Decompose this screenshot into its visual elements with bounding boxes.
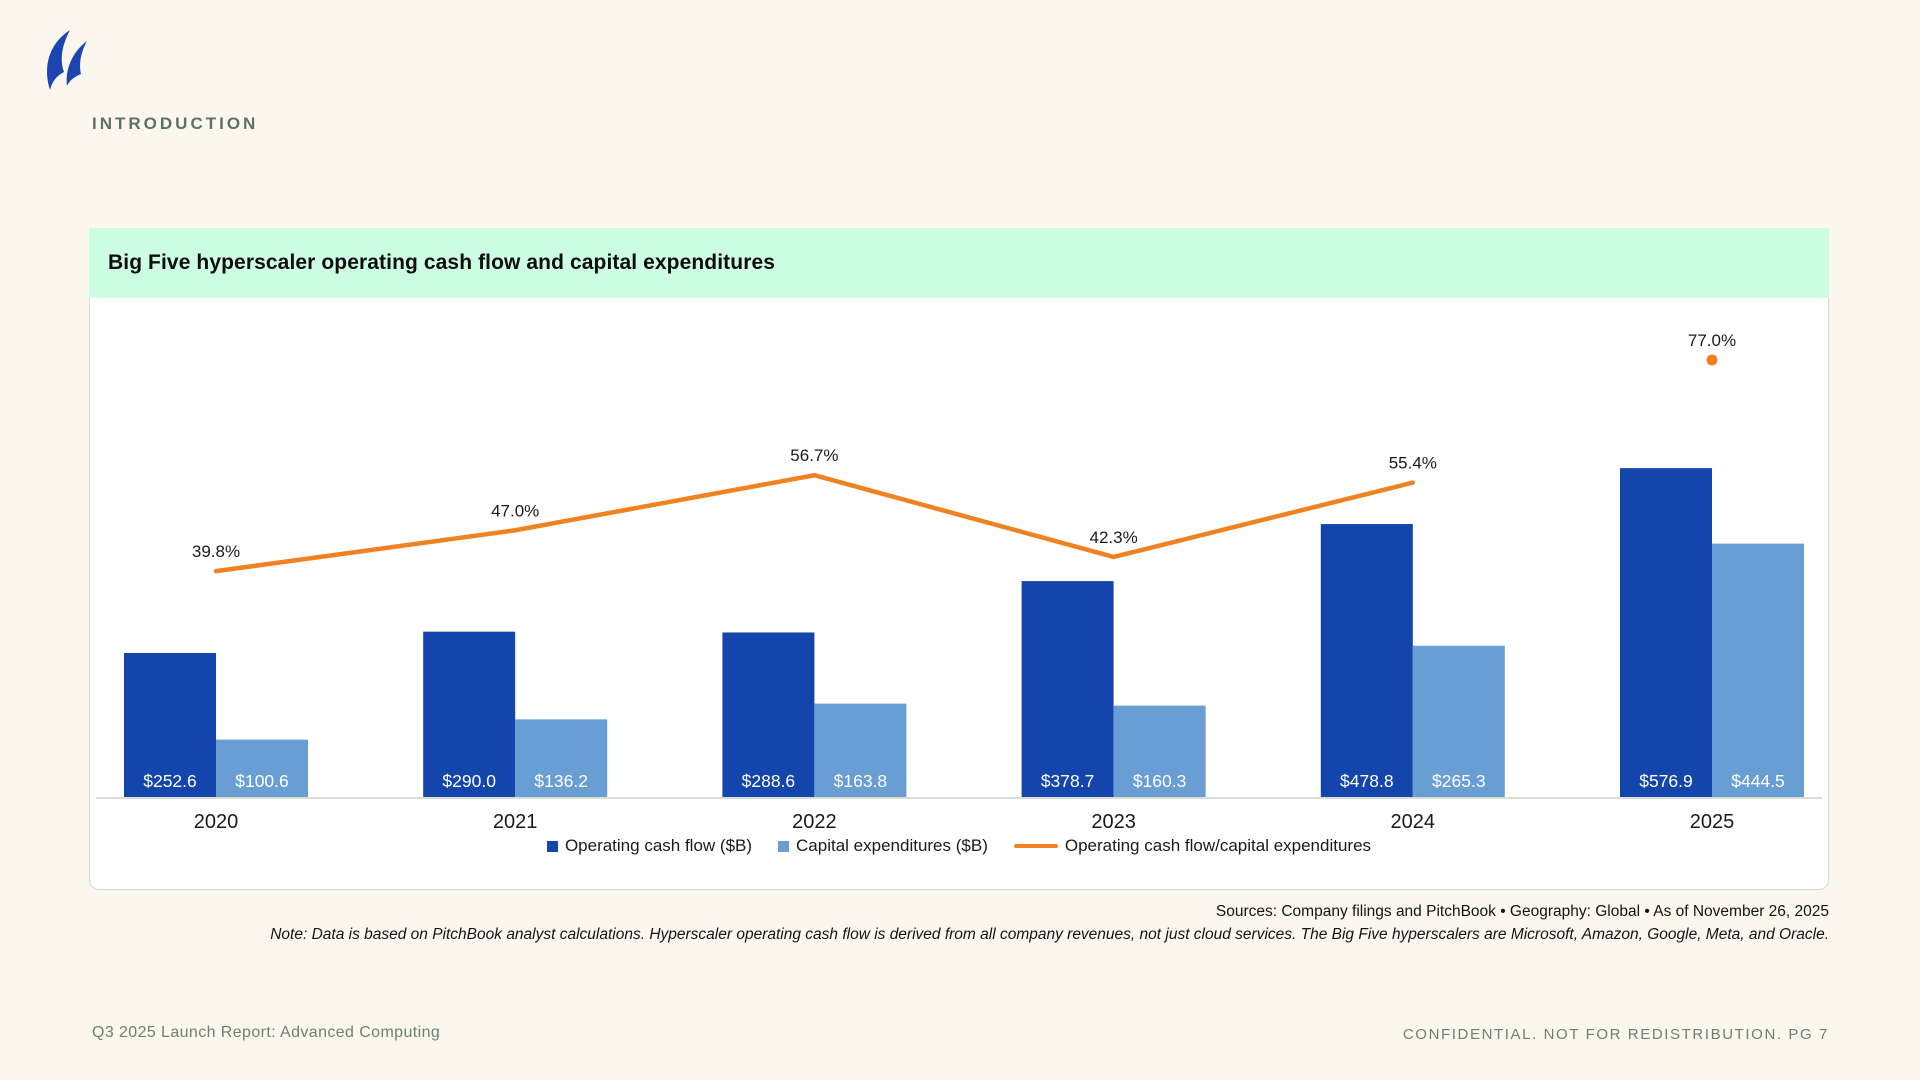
bar-operating-cash-flow (1620, 468, 1712, 797)
chart-card: Big Five hyperscaler operating cash flow… (89, 228, 1829, 890)
chart-text: 2023 (1091, 811, 1136, 833)
chart-text: $288.6 (742, 771, 796, 791)
bar-line-chart: $252.6 $100.6 2020 $290.0 $136.2 2021 $288.6 $1… (96, 331, 1822, 833)
chart-text: 56.7% (790, 446, 838, 465)
bar-operating-cash-flow (1021, 581, 1114, 797)
chart-text: 2025 (1690, 811, 1735, 833)
chart-title: Big Five hyperscaler operating cash flow… (108, 251, 776, 274)
chart-legend: Operating cash flow ($B) Capital expendi… (90, 836, 1828, 856)
chart-text: 55.4% (1389, 454, 1437, 473)
bar-operating-cash-flow (1320, 524, 1413, 797)
chart-text: $444.5 (1731, 771, 1785, 791)
legend-label: Capital expenditures ($B) (796, 836, 988, 855)
chart-text: $163.8 (834, 771, 888, 791)
chart-text: 2022 (792, 811, 837, 833)
ratio-line (213, 472, 1416, 574)
legend-label: Operating cash flow ($B) (564, 836, 753, 855)
bar-operating-cash-flow (722, 632, 815, 797)
bar-operating-cash-flow (423, 631, 516, 797)
bar-capital-expenditures (814, 703, 907, 797)
chart-text: $100.6 (235, 771, 289, 791)
chart-text: $378.7 (1041, 771, 1095, 791)
chart-area: $252.6 $100.6 2020 $290.0 $136.2 2021 $288.6 $1… (89, 298, 1829, 890)
section-label: INTRODUCTION (92, 114, 259, 133)
chart-text: 42.3% (1089, 528, 1137, 547)
bar-capital-expenditures (515, 719, 608, 797)
legend-swatch-light-blue (778, 840, 790, 852)
chart-text: 2024 (1391, 811, 1436, 833)
legend-label: Operating cash flow/capital expenditures (1064, 836, 1372, 855)
report-title-footer: Q3 2025 Launch Report: Advanced Computin… (92, 1024, 441, 1041)
bar-capital-expenditures (216, 739, 308, 797)
chart-text: $265.3 (1432, 771, 1486, 791)
legend-swatch-dark-blue (546, 840, 558, 852)
legend-item-operating-cash-flow: Operating cash flow ($B) (546, 836, 753, 856)
chart-text: $160.3 (1133, 771, 1187, 791)
ratio-line-detached-dot (1706, 354, 1718, 366)
pitchbook-logo-icon (47, 30, 87, 90)
legend-item-capital-expenditures: Capital expenditures ($B) (778, 836, 988, 856)
chart-text: $576.9 (1639, 771, 1693, 791)
chart-text: 39.8% (192, 542, 240, 561)
bar-capital-expenditures (1113, 705, 1206, 797)
sources-text: Sources: Company filings and PitchBook •… (1215, 903, 1829, 920)
note-text: Note: Data is based on PitchBook analyst… (270, 926, 1829, 943)
legend-item-ratio-line: Operating cash flow/capital expenditures (1013, 836, 1372, 856)
legend-line-swatch-orange (1013, 844, 1058, 848)
bar-operating-cash-flow (124, 652, 216, 797)
bar-capital-expenditures (1412, 645, 1505, 797)
chart-text: 77.0% (1688, 331, 1736, 350)
chart-title-bar: Big Five hyperscaler operating cash flow… (89, 228, 1829, 298)
chart-text: 2020 (194, 811, 239, 833)
chart-text: $290.0 (442, 771, 496, 791)
bar-capital-expenditures (1712, 543, 1804, 797)
chart-text: $478.8 (1340, 771, 1394, 791)
chart-text: $136.2 (534, 771, 588, 791)
chart-text: 47.0% (491, 501, 539, 520)
chart-text: 2021 (493, 811, 538, 833)
chart-text: $252.6 (143, 771, 197, 791)
confidential-footer: CONFIDENTIAL. NOT FOR REDISTRIBUTION. PG… (1402, 1026, 1829, 1043)
